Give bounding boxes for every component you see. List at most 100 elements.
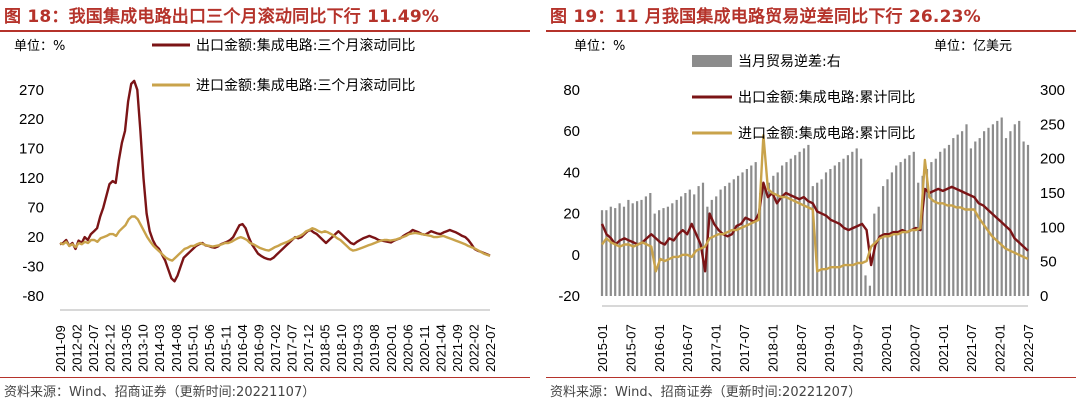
right-x-tick: 2015-07: [623, 324, 638, 372]
left-x-tick: 2017-07: [285, 324, 300, 372]
right-deficit-bar: [1004, 138, 1008, 296]
right-x-tick: 2022-01: [993, 324, 1008, 372]
right-deficit-bar: [693, 194, 696, 296]
right-deficit-bar: [715, 196, 718, 296]
right-deficit-bar: [794, 155, 797, 296]
right-deficit-bar: [947, 144, 951, 296]
right-deficit-bar: [816, 182, 819, 296]
right-x-tick: 2020-01: [879, 324, 894, 372]
right-deficit-bar: [939, 151, 942, 296]
right-export-line: [600, 181, 1029, 273]
right-y-tick-left: 0: [572, 247, 580, 264]
right-deficit-bar: [723, 186, 727, 296]
right-deficit-bar: [772, 175, 775, 296]
right-deficit-bar: [631, 203, 634, 296]
right-deficit-bar: [908, 155, 911, 296]
right-deficit-bar: [838, 162, 841, 296]
right-deficit-bar: [684, 193, 687, 296]
right-deficit-bar: [609, 206, 612, 296]
right-deficit-bar: [662, 208, 665, 296]
left-x-tick: 2018-05: [318, 324, 333, 372]
right-deficit-bar: [930, 162, 933, 296]
right-deficit-bar: [846, 155, 849, 296]
right-deficit-bar: [759, 193, 762, 296]
right-chart-title: 图 19：11 月我国集成电路贸易逆差同比下行 26.23%: [550, 7, 981, 27]
right-deficit-bar: [675, 199, 678, 296]
right-deficit-bar: [785, 162, 788, 296]
right-deficit-bar: [605, 210, 608, 296]
right-y-tick-right: 200: [1040, 151, 1065, 168]
right-deficit-bar: [719, 189, 722, 296]
right-deficit-bar: [969, 148, 972, 296]
right-deficit-bar: [644, 196, 647, 296]
right-deficit-bar: [701, 182, 705, 296]
left-x-tick: 2015-01: [185, 324, 200, 372]
left-x-tick: 2016-09: [251, 324, 266, 372]
right-deficit-bar: [671, 203, 674, 296]
right-deficit-bar: [745, 169, 748, 296]
right-y-tick-right: 50: [1040, 254, 1057, 271]
left-x-tick: 2019-03: [351, 324, 366, 372]
left-x-tick: 2017-12: [301, 324, 316, 372]
right-x-tick: 2021-07: [964, 324, 979, 372]
right-deficit-bar: [811, 186, 814, 296]
right-deficit-bar: [1000, 117, 1003, 296]
left-x-tick: 2020-06: [400, 324, 415, 372]
left-x-tick: 2021-09: [450, 324, 465, 372]
right-deficit-bar: [732, 179, 735, 296]
right-deficit-bar: [820, 179, 823, 296]
right-deficit-bar: [807, 144, 810, 296]
right-deficit-bar: [943, 148, 946, 296]
right-deficit-bar: [798, 151, 801, 296]
right-deficit-bar: [710, 199, 713, 296]
right-deficit-bar: [882, 186, 885, 296]
left-x-tick: 2014-03: [152, 324, 167, 372]
right-deficit-bar: [899, 162, 902, 296]
right-deficit-bar: [728, 182, 731, 296]
left-x-tick: 2018-10: [334, 324, 349, 372]
right-deficit-bar: [868, 285, 871, 296]
right-deficit-bar: [851, 151, 854, 296]
left-x-tick: 2016-04: [235, 324, 250, 372]
right-deficit-bar: [649, 193, 652, 296]
left-x-tick: 2021-04: [433, 324, 448, 372]
right-deficit-bar: [921, 175, 924, 296]
right-deficit-bar: [688, 189, 691, 296]
right-unit-right-label: 单位：亿美元: [934, 39, 1012, 54]
right-x-tick: 2019-01: [822, 324, 837, 372]
left-legend-label: 出口金额:集成电路:三个月滚动同比: [196, 37, 415, 54]
right-deficit-bar: [640, 199, 643, 296]
right-import-line: [601, 134, 1029, 273]
right-deficit-bar: [855, 148, 858, 296]
left-y-tick: 120: [19, 170, 44, 187]
right-legend-label: 出口金额:集成电路:累计同比: [738, 89, 915, 106]
left-y-tick: 270: [19, 82, 44, 99]
right-chart-panel: 图 19：11 月我国集成电路贸易逆差同比下行 26.23% 单位：% 单位：亿美…: [546, 0, 1080, 403]
right-deficit-bar: [934, 158, 937, 296]
right-deficit-bar: [912, 151, 915, 296]
right-x-tick: 2019-07: [851, 324, 866, 372]
right-legend-bar-label: 当月贸易逆差:右: [738, 54, 841, 70]
right-x-tick: 2020-07: [907, 324, 922, 372]
left-y-tick: 70: [27, 200, 44, 217]
left-x-tick: 2012-07: [86, 324, 101, 372]
right-legend-bar-swatch: [692, 55, 732, 67]
right-y-tick-right: 250: [1040, 116, 1065, 133]
left-x-tick: 2019-08: [367, 324, 382, 372]
right-y-tick-left: 40: [563, 164, 580, 181]
right-deficit-bar: [763, 186, 766, 296]
right-deficit-bar: [666, 206, 669, 296]
right-deficit-bar: [781, 165, 784, 296]
right-x-tick: 2021-01: [936, 324, 951, 372]
right-deficit-bar: [653, 213, 656, 296]
right-y-tick-left: 20: [563, 206, 580, 223]
left-y-tick: 220: [19, 111, 44, 128]
right-deficit-bar: [833, 165, 836, 296]
left-x-tick: 2015-11: [218, 325, 233, 372]
left-x-tick: 2022-07: [483, 324, 498, 372]
right-x-tick: 2018-07: [794, 324, 809, 372]
left-y-tick: -80: [22, 288, 44, 305]
right-deficit-bar: [754, 162, 757, 296]
right-deficit-bar: [917, 182, 920, 296]
right-x-tick: 2016-01: [652, 324, 667, 372]
